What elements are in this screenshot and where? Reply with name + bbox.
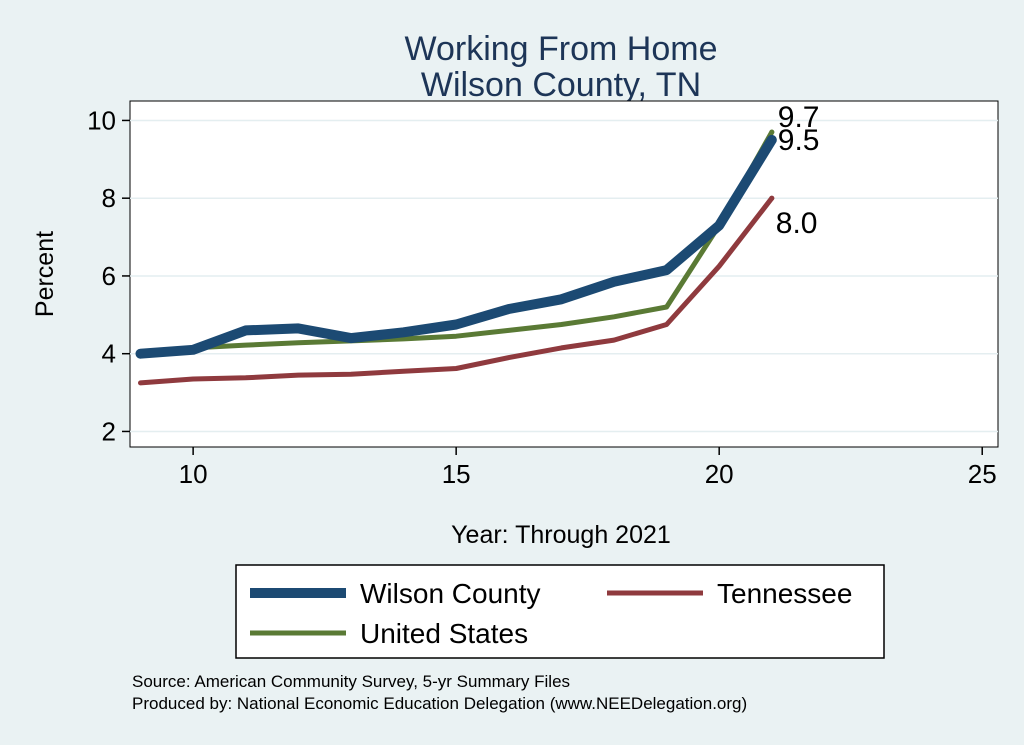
y-tick-label-6: 6	[102, 261, 116, 291]
legend: Wilson County Tennessee United States	[235, 564, 885, 659]
y-tick-label-10: 10	[87, 105, 116, 135]
y-tick-label-8: 8	[102, 183, 116, 213]
legend-box	[235, 564, 885, 659]
x-axis-label: Year: Through 2021	[451, 521, 671, 549]
end-label-tennessee: 8.0	[776, 207, 818, 240]
chart-title-line-2: Wilson County, TN	[421, 66, 701, 104]
series-line-tennessee	[138, 195, 775, 386]
y-tick-label-2: 2	[102, 416, 116, 446]
legend-label-united-states: United States	[360, 618, 528, 649]
x-tick-label-15: 15	[442, 459, 471, 489]
legend-label-tennessee: Tennessee	[717, 578, 852, 609]
end-label-wilson-county: 9.5	[778, 124, 820, 157]
y-tick-label-4: 4	[102, 339, 116, 369]
end-label-united-states: 9.7	[778, 101, 820, 134]
series-layer	[135, 129, 777, 386]
legend-label-wilson-county: Wilson County	[360, 578, 541, 609]
plot-area	[129, 100, 999, 448]
y-axis-label: Percent	[31, 231, 59, 317]
source-note: Source: American Community Survey, 5-yr …	[132, 672, 570, 691]
produced-by-note: Produced by: National Economic Education…	[132, 694, 747, 713]
chart-title-line-1: Working From Home	[405, 30, 718, 68]
x-tick-label-10: 10	[179, 459, 208, 489]
series-endpoint-wilson-county	[769, 137, 775, 143]
series-endpoint-tennessee	[769, 195, 775, 201]
end-labels: 9.5 8.0 9.7	[776, 101, 820, 240]
x-tick-label-25: 25	[968, 459, 997, 489]
series-endpoint-united-states	[769, 129, 775, 135]
series-line-united-states	[138, 129, 775, 355]
x-tick-label-20: 20	[705, 459, 734, 489]
gridlines	[130, 119, 998, 433]
series-line-wilson-county	[135, 134, 777, 359]
axes: 2 4 6 8 10 10 15 20 25	[87, 105, 997, 489]
